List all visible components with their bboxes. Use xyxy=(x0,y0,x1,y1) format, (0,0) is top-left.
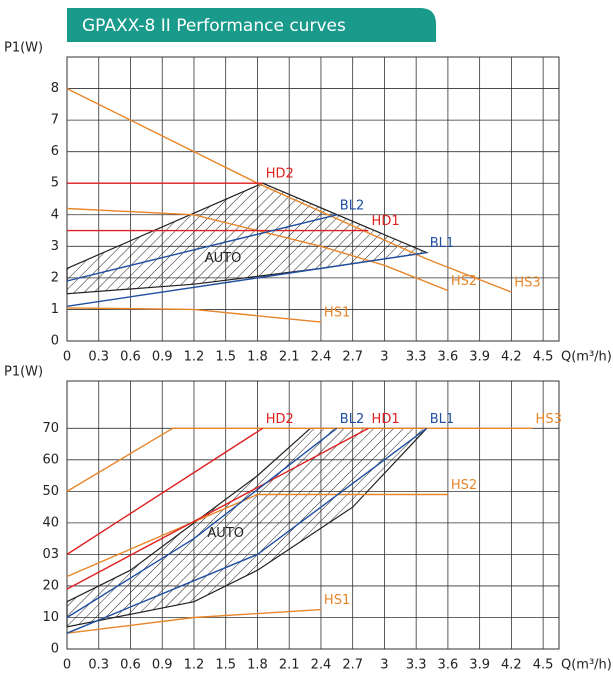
curve xyxy=(66,251,427,307)
series-label: BL2 xyxy=(340,198,364,213)
series-label: BL1 xyxy=(430,236,454,251)
curve xyxy=(66,608,321,634)
x-tick-label: 3.6 xyxy=(438,658,459,673)
x-tick-label: 0.6 xyxy=(120,658,141,673)
curve xyxy=(66,87,512,293)
x-tick-label: 4.5 xyxy=(533,658,554,673)
x-tick-label: 2.7 xyxy=(342,350,363,365)
curve xyxy=(66,493,448,578)
curve xyxy=(66,427,533,493)
x-tick-label: 1.8 xyxy=(247,350,268,365)
series-label: HS3 xyxy=(514,276,540,291)
y-tick-label: 2 xyxy=(51,270,59,285)
curve xyxy=(66,427,264,555)
x-axis-label: Q(m³/h) xyxy=(561,350,612,365)
series-label: HS3 xyxy=(536,412,562,427)
x-tick-label: 2.4 xyxy=(311,658,332,673)
x-tick-label: 1.2 xyxy=(184,350,205,365)
curve xyxy=(66,307,321,323)
y-tick-label: 3 xyxy=(51,239,59,254)
x-axis-label: Q(m³/h) xyxy=(561,658,612,673)
y-tick-label: 20 xyxy=(42,578,59,593)
x-tick-label: 3.9 xyxy=(469,350,490,365)
x-tick-label: 3.3 xyxy=(406,350,427,365)
x-tick-label: 0 xyxy=(63,658,71,673)
x-tick-label: 2.7 xyxy=(342,658,363,673)
series-label: HS2 xyxy=(451,478,477,493)
y-tick-label: 70 xyxy=(42,421,59,436)
y-tick-label: 5 xyxy=(51,176,59,191)
y-tick-label: 10 xyxy=(42,610,59,625)
curve xyxy=(66,427,338,619)
y-tick-label: 60 xyxy=(42,452,59,467)
x-tick-label: 3.9 xyxy=(469,658,490,673)
series-label: HD2 xyxy=(266,412,294,427)
series-label: HS2 xyxy=(451,274,477,289)
y-tick-label: 03 xyxy=(42,547,59,562)
curve xyxy=(66,207,449,292)
curve xyxy=(66,427,428,634)
y-axis-label: P1(W) xyxy=(4,41,43,56)
y-tick-label: 40 xyxy=(42,515,59,530)
x-tick-label: 1.2 xyxy=(184,658,205,673)
y-tick-label: 50 xyxy=(42,484,59,499)
x-tick-label: 4.2 xyxy=(501,350,522,365)
y-tick-label: 4 xyxy=(51,207,59,222)
series-label: HD2 xyxy=(266,167,294,182)
plot-frame xyxy=(66,56,560,342)
y-tick-label: 8 xyxy=(51,81,59,96)
chart-title: GPAXX-8 II Performance curves xyxy=(82,16,346,36)
auto-region xyxy=(66,427,429,628)
series-label: HD1 xyxy=(372,214,400,229)
x-tick-label: 0.3 xyxy=(88,350,109,365)
series-label: AUTO xyxy=(207,526,244,541)
series-label: BL1 xyxy=(430,412,454,427)
series-label: HD1 xyxy=(372,412,400,427)
x-tick-label: 0.9 xyxy=(152,350,173,365)
x-tick-label: 3.6 xyxy=(438,350,459,365)
x-tick-label: 1.5 xyxy=(215,658,236,673)
x-tick-label: 0.6 xyxy=(120,350,141,365)
x-tick-label: 0.9 xyxy=(152,658,173,673)
series-label: HS1 xyxy=(324,306,350,321)
x-tick-label: 2.4 xyxy=(311,350,332,365)
x-tick-label: 4.2 xyxy=(501,658,522,673)
x-tick-label: 0 xyxy=(63,350,71,365)
y-tick-label: 0 xyxy=(51,642,59,657)
y-axis-label: P1(W) xyxy=(4,365,43,380)
curve xyxy=(66,427,369,590)
auto-region xyxy=(66,182,429,295)
x-tick-label: 3 xyxy=(380,658,388,673)
x-tick-label: 1.5 xyxy=(215,350,236,365)
title-tab xyxy=(67,8,436,42)
x-tick-label: 2.1 xyxy=(279,350,300,365)
series-label: AUTO xyxy=(205,251,242,266)
curve xyxy=(66,214,337,282)
x-tick-label: 4.5 xyxy=(533,350,554,365)
y-tick-label: 6 xyxy=(51,144,59,159)
x-tick-label: 1.8 xyxy=(247,658,268,673)
x-tick-label: 2.1 xyxy=(279,658,300,673)
x-tick-label: 3 xyxy=(380,350,388,365)
y-tick-label: 0 xyxy=(51,334,59,349)
y-tick-label: 7 xyxy=(51,113,59,128)
y-tick-label: 1 xyxy=(51,302,59,317)
series-label: BL2 xyxy=(340,412,364,427)
x-tick-label: 0.3 xyxy=(88,658,109,673)
series-label: HS1 xyxy=(324,593,350,608)
x-tick-label: 3.3 xyxy=(406,658,427,673)
